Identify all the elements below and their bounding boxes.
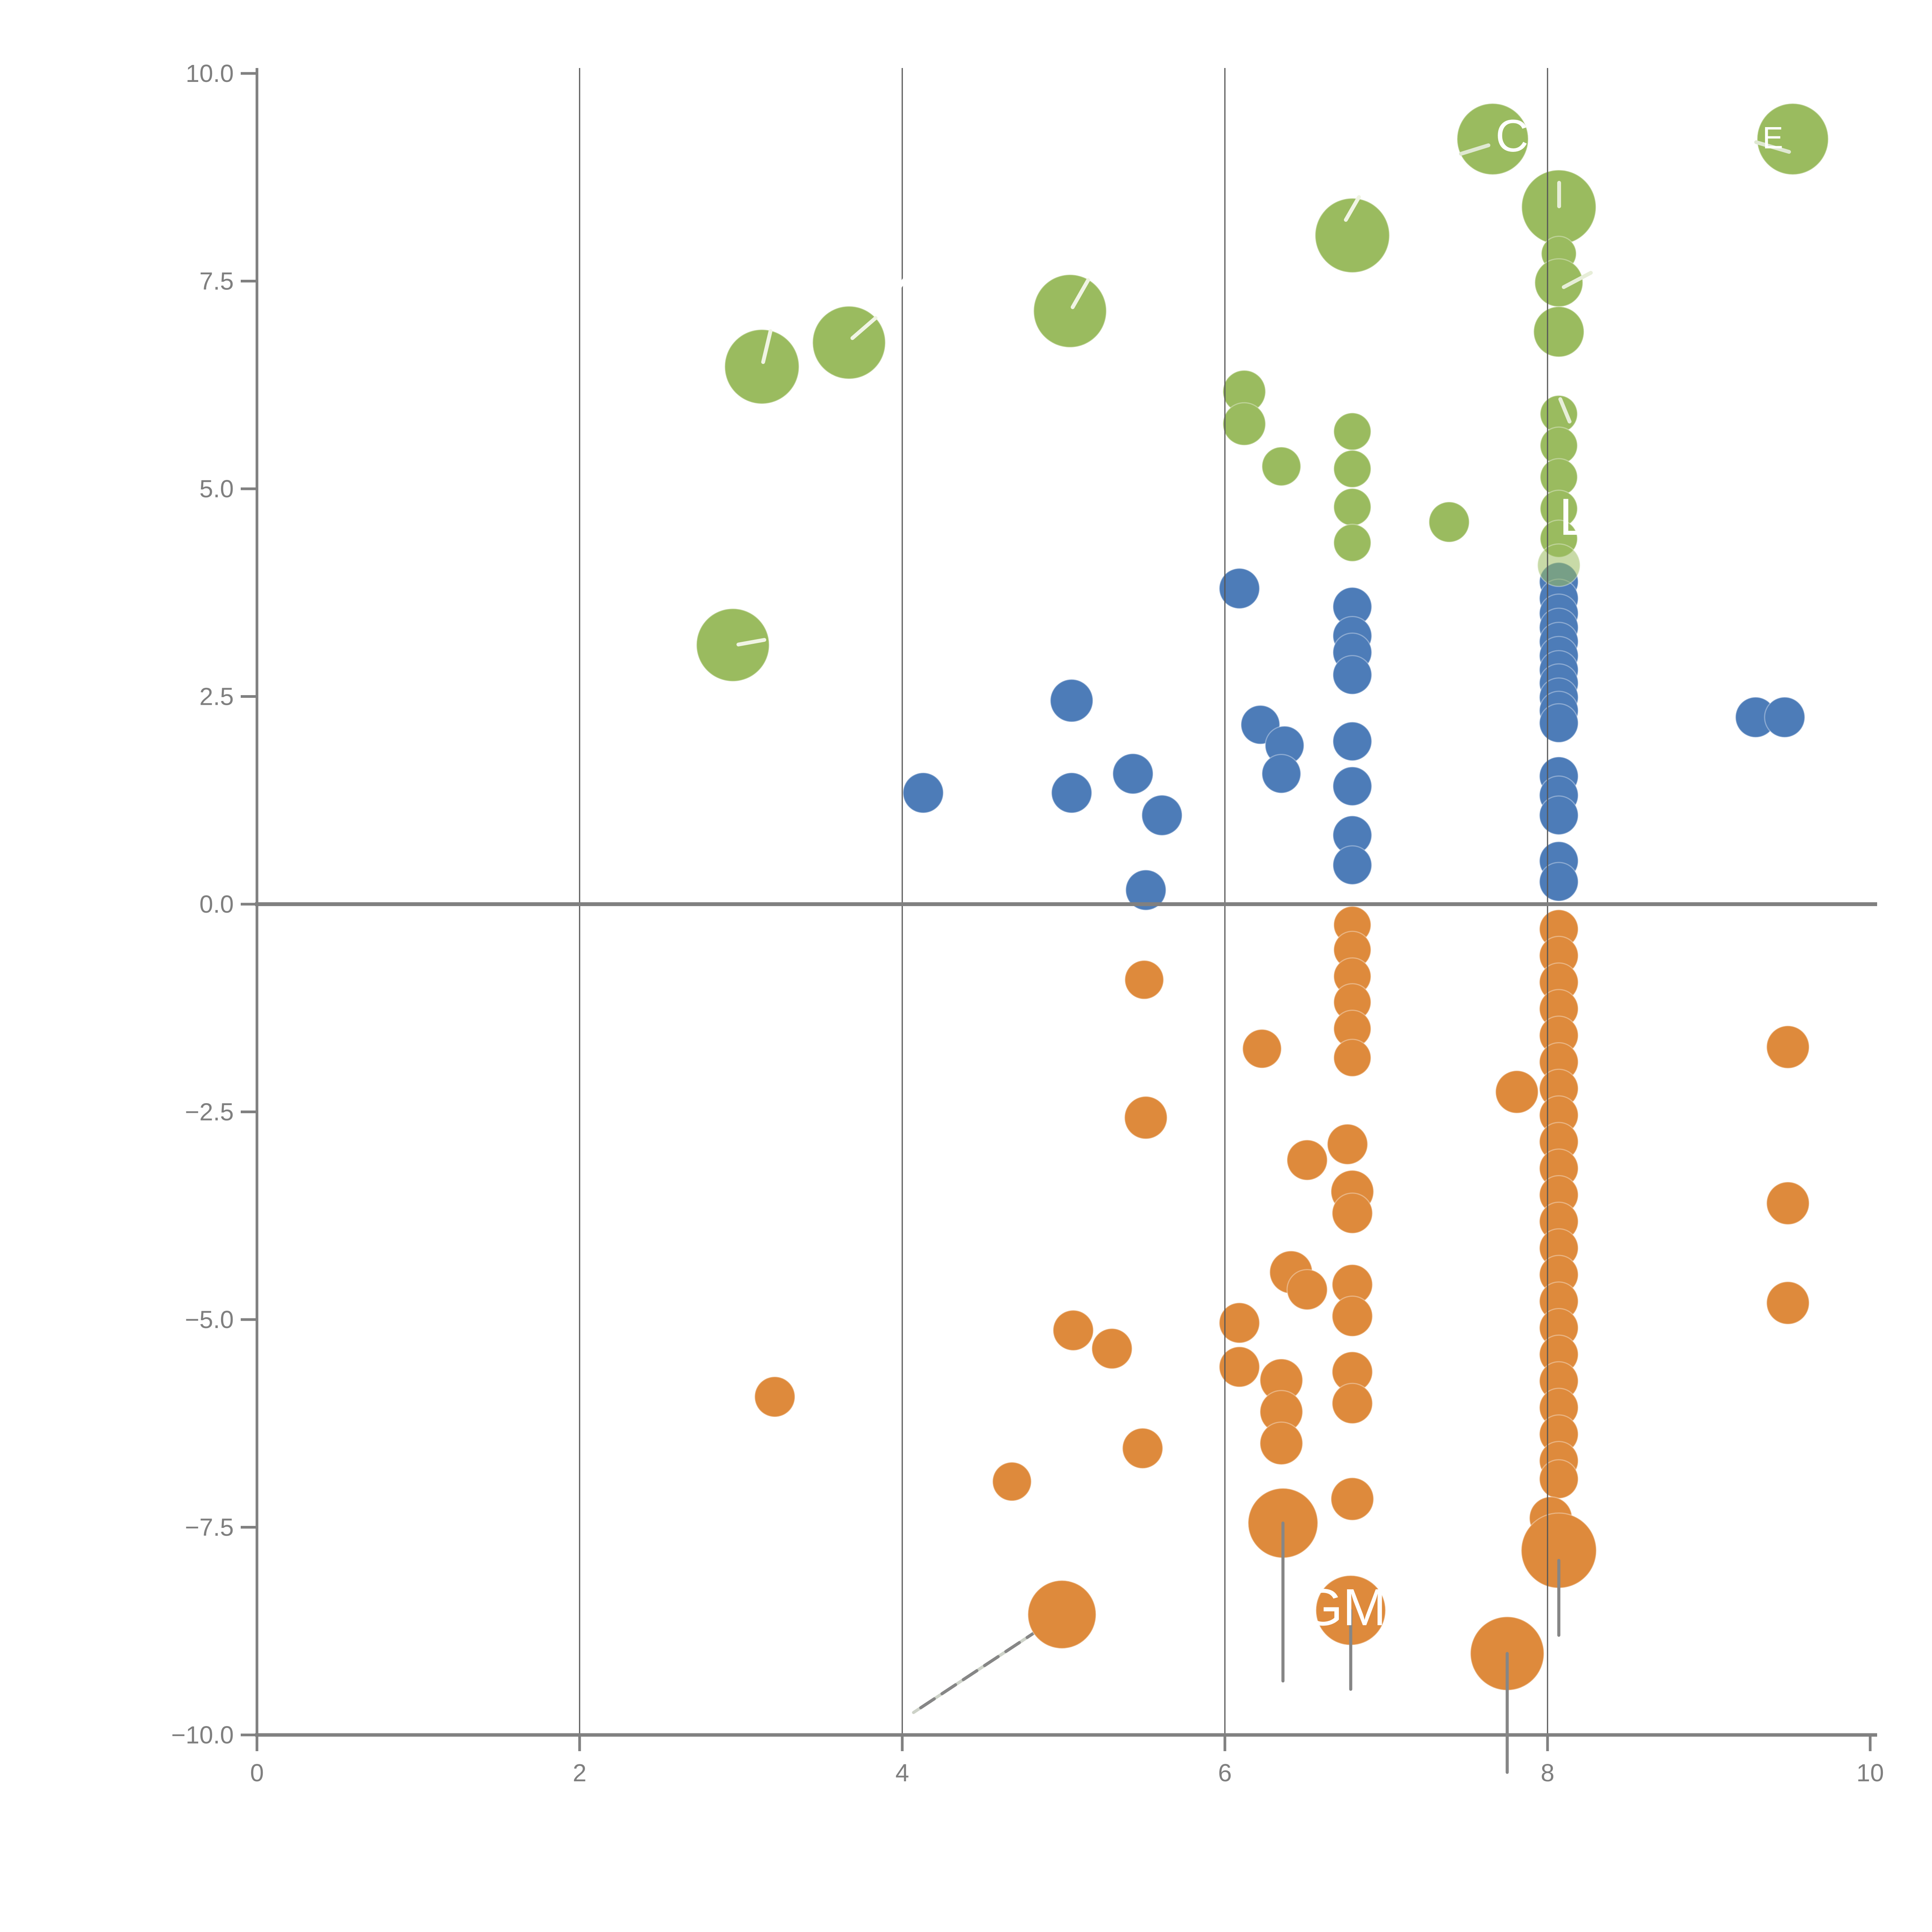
scatter-point-blue <box>1332 655 1372 695</box>
scatter-point-orange <box>1286 1139 1328 1181</box>
point-label: E <box>1762 121 1783 155</box>
point-label: L <box>1559 488 1588 546</box>
scatter-point-green <box>696 608 770 682</box>
y-tick-label: 5.0 <box>199 475 234 503</box>
scatter-point-orange <box>1124 1096 1168 1140</box>
scatter-point-blue <box>1112 753 1154 794</box>
label-fragment <box>1754 140 1791 154</box>
scatter-point-orange <box>1332 1295 1373 1337</box>
scatter-point-orange <box>992 1461 1032 1502</box>
scatter-point-green <box>1222 402 1266 446</box>
label-fragment <box>1344 195 1361 222</box>
scatter-point-orange <box>1286 1269 1328 1311</box>
scatter-point-green <box>1533 306 1585 358</box>
scatter-point-orange <box>1766 1281 1810 1325</box>
scatter-point-orange <box>754 1376 796 1418</box>
scatter-point-orange <box>1766 1181 1810 1225</box>
label-fragment <box>1558 397 1571 423</box>
label-fragment <box>850 316 878 340</box>
scatter-point-blue <box>1261 753 1301 794</box>
scatter-point-blue <box>1051 772 1092 814</box>
scatter-point-green <box>1333 449 1372 488</box>
scatter-point-blue <box>1219 568 1260 609</box>
scatter-point-blue <box>1764 696 1806 738</box>
x-tick-label: 10 <box>1856 1759 1884 1787</box>
y-tick-label: 0.0 <box>199 890 234 918</box>
scatter-point-green <box>1315 197 1390 273</box>
series-orange <box>754 906 1810 1691</box>
scatter-point-orange <box>1333 1039 1372 1077</box>
label-fragment <box>1071 278 1090 309</box>
plot-canvas: 10.0 7.5 5.0 2.5 0.0 −2.5 −5.0 −7.5 −10.0 0 2 4 6 8 10… <box>15 6 1932 1932</box>
y-tick-label: −10.0 <box>171 1721 234 1749</box>
scatter-point-green <box>1428 501 1470 543</box>
scatter-point-blue <box>1539 862 1579 902</box>
scatter-point-green <box>1537 543 1581 587</box>
scatter-point-orange <box>1327 1123 1368 1165</box>
point-label: GMTC <box>1302 1578 1456 1636</box>
scatter-point-green <box>1456 103 1529 175</box>
scatter-point-orange <box>1219 1302 1260 1344</box>
scatter-point-orange <box>1122 1427 1163 1469</box>
label-fragment <box>898 278 906 289</box>
scatter-point-blue <box>1539 795 1579 835</box>
y-tick-label: 7.5 <box>199 267 234 295</box>
scatter-point-green <box>724 329 800 405</box>
y-tick-label: −5.0 <box>185 1306 234 1333</box>
y-tick-label: −7.5 <box>185 1514 234 1541</box>
scatter-point-blue <box>902 772 944 814</box>
scatter-point-orange <box>1495 1070 1539 1114</box>
scatter-point-blue <box>1049 679 1094 723</box>
scatter-point-orange <box>1242 1029 1282 1069</box>
y-tick-label: 10.0 <box>185 60 234 87</box>
chart-background <box>15 6 1932 1932</box>
scatter-point-blue <box>1332 721 1372 762</box>
y-tick-label: 2.5 <box>199 683 234 711</box>
scatter-point-orange <box>1332 1383 1373 1424</box>
scatter-point-orange <box>1330 1477 1374 1521</box>
label-fragment <box>736 638 766 646</box>
x-tick-label: 6 <box>1218 1759 1232 1787</box>
scatter-point-green <box>1261 446 1301 486</box>
x-tick-label: 2 <box>573 1759 587 1787</box>
bubble-scatter-chart: 10.0 7.5 5.0 2.5 0.0 −2.5 −5.0 −7.5 −10.0 0 2 4 6 8 10… <box>15 6 1932 1932</box>
scatter-point-orange <box>1332 1192 1373 1234</box>
scatter-point-green <box>1033 274 1107 348</box>
scatter-point-green <box>1333 524 1372 562</box>
scatter-point-orange <box>1259 1421 1303 1465</box>
scatter-point-orange <box>1027 1580 1097 1649</box>
scatter-point-orange <box>1766 1025 1810 1069</box>
scatter-point-blue <box>1539 703 1579 743</box>
x-tick-label: 0 <box>250 1759 264 1787</box>
scatter-point-orange <box>1091 1328 1133 1369</box>
x-tick-label: 4 <box>895 1759 909 1787</box>
scatter-point-orange <box>1219 1346 1260 1388</box>
series-blue <box>902 562 1806 911</box>
label-fragment <box>1459 143 1490 156</box>
label-fragment <box>761 329 772 364</box>
scatter-point-green <box>1333 488 1372 526</box>
scatter-point-orange <box>1539 1459 1579 1499</box>
scatter-point-blue <box>1332 845 1372 885</box>
scatter-point-orange <box>1053 1310 1094 1351</box>
scatter-point-blue <box>1141 794 1183 836</box>
scatter-point-blue <box>1332 766 1372 806</box>
scatter-point-blue <box>1125 869 1167 911</box>
scatter-point-orange <box>1124 960 1164 1000</box>
scatter-point-green <box>1757 103 1829 175</box>
scatter-point-green <box>1333 412 1372 451</box>
x-tick-label: 8 <box>1541 1759 1554 1787</box>
y-tick-label: −2.5 <box>185 1098 234 1126</box>
label-fragment <box>1562 271 1593 289</box>
